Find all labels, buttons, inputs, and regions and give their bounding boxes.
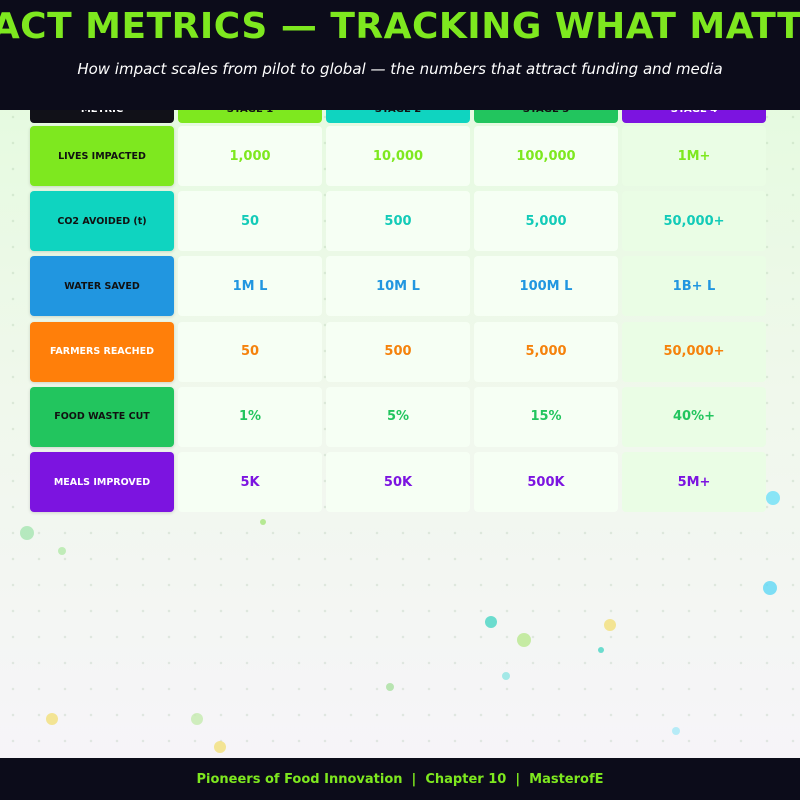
cell-value: 50K — [326, 452, 470, 512]
cell-value: 1M+ — [622, 126, 766, 186]
row-label: WATER SAVED — [30, 256, 174, 317]
footer: Pioneers of Food Innovation | Chapter 10… — [0, 758, 800, 800]
row-label: MEALS IMPROVED — [30, 452, 174, 512]
cell-value: 10M L — [326, 256, 470, 317]
bubble — [58, 547, 66, 555]
cell-value: 50 — [178, 321, 322, 382]
header: IMPACT METRICS — TRACKING WHAT MATTERS H… — [0, 0, 800, 110]
bubble — [485, 616, 497, 628]
bubble — [260, 519, 266, 525]
cell-value: 1M L — [178, 256, 322, 317]
cell-value: 40%+ — [622, 386, 766, 447]
subtitle: How impact scales from pilot to global —… — [77, 60, 723, 78]
bubble — [598, 647, 604, 653]
bubble — [517, 633, 531, 647]
bubble — [672, 727, 680, 735]
cell-value: 50,000+ — [622, 321, 766, 382]
cell-value: 5K — [178, 452, 322, 512]
bubble — [604, 619, 616, 631]
cell-value: 15% — [474, 386, 618, 447]
title: IMPACT METRICS — TRACKING WHAT MATTERS — [0, 6, 800, 47]
cell-value: 1B+ L — [622, 256, 766, 317]
cell-value: 500K — [474, 452, 618, 512]
cell-value: 500 — [326, 321, 470, 382]
bubble — [46, 713, 58, 725]
cell-value: 1,000 — [178, 126, 322, 186]
row-label: FOOD WASTE CUT — [30, 386, 174, 447]
cell-value: 5,000 — [474, 321, 618, 382]
row-label: CO2 AVOIDED (t) — [30, 191, 174, 252]
cell-value: 50 — [178, 191, 322, 252]
cell-value: 1% — [178, 386, 322, 447]
cell-value: 100M L — [474, 256, 618, 317]
bubble — [386, 683, 394, 691]
row-label: LIVES IMPACTED — [30, 126, 174, 186]
bubble — [20, 526, 34, 540]
bubble — [763, 581, 777, 595]
bubble — [766, 491, 780, 505]
bubble — [502, 672, 510, 680]
cell-value: 5,000 — [474, 191, 618, 252]
cell-value: 500 — [326, 191, 470, 252]
row-label: FARMERS REACHED — [30, 321, 174, 382]
cell-value: 10,000 — [326, 126, 470, 186]
cell-value: 5M+ — [622, 452, 766, 512]
cell-value: 50,000+ — [622, 191, 766, 252]
cell-value: 5% — [326, 386, 470, 447]
cell-value: 100,000 — [474, 126, 618, 186]
bubble — [214, 741, 226, 753]
bubble — [191, 713, 203, 725]
